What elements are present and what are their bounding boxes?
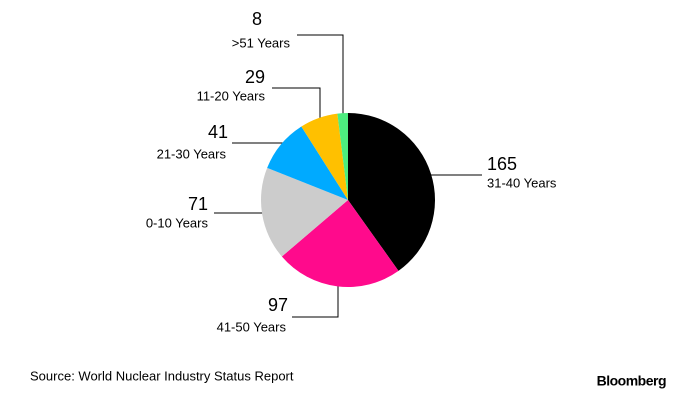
category-label: 21-30 Years: [157, 146, 227, 161]
category-label: 31-40 Years: [487, 175, 557, 190]
source: Source: World Nuclear Industry Status Re…: [30, 368, 294, 383]
leader-line: [292, 286, 339, 318]
leader-lines: [214, 34, 482, 318]
value-label: 41: [208, 122, 228, 142]
value-label: 8: [252, 9, 262, 29]
pie-slice: [337, 113, 348, 200]
logo: Bloomberg: [597, 373, 666, 389]
category-label: 41-50 Years: [217, 319, 287, 334]
pie-slice: [301, 113, 348, 200]
pie-slice: [267, 126, 348, 200]
value-label: 71: [188, 194, 208, 214]
leader-line: [297, 34, 344, 118]
value-label: 97: [268, 295, 288, 315]
value-label: 29: [245, 67, 265, 87]
pie-slice: [348, 113, 435, 271]
category-label: 11-20 Years: [197, 88, 266, 103]
pie-slice: [260, 167, 348, 257]
leader-line: [272, 87, 321, 120]
category-label: >51 Years: [232, 35, 291, 50]
leader-line: [232, 142, 286, 150]
pie-slice: [281, 200, 399, 287]
category-label: 0-10 Years: [146, 215, 209, 230]
value-label: 165: [487, 154, 517, 174]
